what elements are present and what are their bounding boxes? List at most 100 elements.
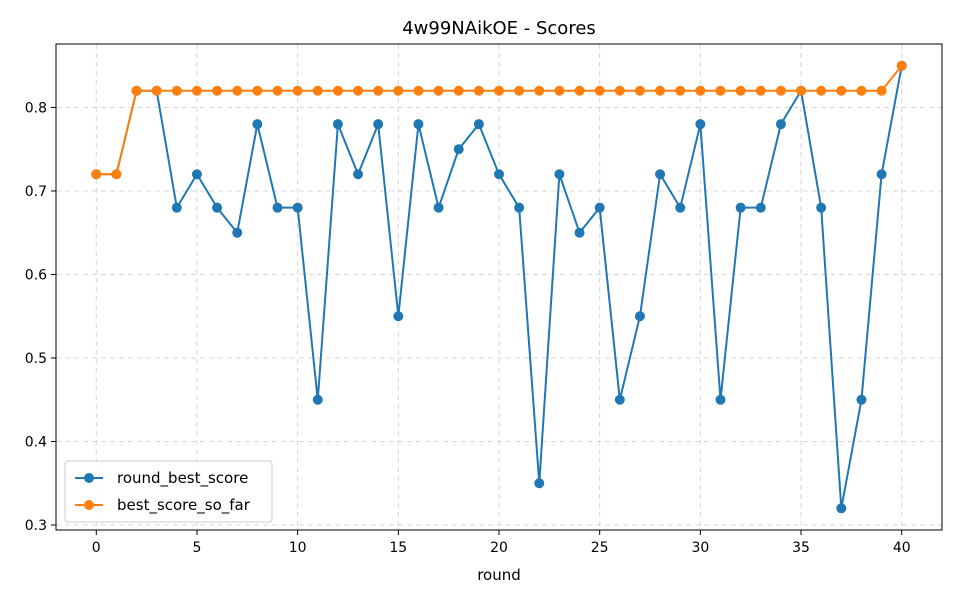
data-point (735, 202, 746, 213)
y-tick-label: 0.6 (25, 267, 47, 283)
data-point (433, 202, 444, 213)
grid-lines (56, 44, 942, 530)
data-point (353, 169, 364, 180)
data-point (856, 85, 867, 96)
legend-marker-round-best-score (84, 473, 94, 483)
y-axis-ticks: 0.3 0.4 0.5 0.6 0.7 0.8 (25, 100, 56, 534)
data-point (514, 85, 525, 96)
series-layer (91, 60, 907, 514)
data-point (212, 202, 223, 213)
data-point (816, 202, 827, 213)
data-point (353, 85, 364, 96)
data-point (876, 85, 887, 96)
legend-box (64, 460, 273, 523)
data-point (775, 85, 786, 96)
legend-label-best-score-so-far: best_score_so_far (117, 496, 251, 515)
data-point (433, 85, 444, 96)
data-point (111, 169, 122, 180)
data-point (594, 85, 605, 96)
data-point (896, 60, 907, 71)
data-point (574, 85, 585, 96)
data-point (775, 119, 786, 130)
data-point (91, 169, 102, 180)
data-point (876, 169, 887, 180)
data-point (232, 85, 243, 96)
data-point (796, 85, 807, 96)
data-point (171, 85, 182, 96)
data-point (614, 85, 625, 96)
data-point (191, 169, 202, 180)
data-point (655, 85, 666, 96)
data-point (272, 202, 283, 213)
x-tick-label: 25 (591, 540, 609, 556)
data-point (332, 85, 343, 96)
data-point (594, 202, 605, 213)
data-point (413, 119, 424, 130)
data-point (473, 119, 484, 130)
x-tick-label: 20 (490, 540, 508, 556)
x-tick-label: 35 (792, 540, 810, 556)
data-point (373, 85, 384, 96)
data-point (332, 119, 343, 130)
data-point (755, 85, 766, 96)
data-point (534, 85, 545, 96)
data-point (292, 202, 303, 213)
data-point (191, 85, 202, 96)
x-tick-label: 30 (691, 540, 709, 556)
data-point (614, 394, 625, 405)
series-best-score-so-far (91, 60, 907, 180)
data-point (232, 227, 243, 238)
data-point (755, 202, 766, 213)
data-point (816, 85, 827, 96)
data-point (715, 394, 726, 405)
y-tick-label: 0.8 (25, 100, 47, 116)
data-point (171, 202, 182, 213)
legend-marker-best-score-so-far (84, 500, 94, 510)
data-point (252, 85, 263, 96)
data-point (373, 119, 384, 130)
chart-title: 4w99NAikOE - Scores (402, 18, 596, 39)
x-tick-label: 0 (92, 540, 101, 556)
data-point (453, 85, 464, 96)
y-tick-label: 0.3 (25, 518, 47, 534)
data-point (634, 85, 645, 96)
data-point (252, 119, 263, 130)
y-tick-label: 0.4 (25, 434, 47, 450)
legend: round_best_score best_score_so_far (64, 460, 273, 523)
data-point (856, 394, 867, 405)
data-point (473, 85, 484, 96)
data-point (836, 85, 847, 96)
data-point (151, 85, 162, 96)
data-point (292, 85, 303, 96)
data-point (735, 85, 746, 96)
data-point (715, 85, 726, 96)
x-axis-ticks: 0 5 10 15 20 25 30 35 40 (92, 530, 911, 556)
data-point (634, 311, 645, 322)
data-point (534, 478, 545, 489)
data-point (131, 85, 142, 96)
x-tick-label: 5 (192, 540, 201, 556)
y-tick-label: 0.7 (25, 184, 47, 200)
data-point (453, 144, 464, 155)
x-axis-label: round (477, 566, 521, 584)
data-point (312, 85, 323, 96)
data-point (494, 85, 504, 96)
data-point (574, 227, 585, 238)
x-tick-label: 40 (893, 540, 911, 556)
data-point (675, 85, 686, 96)
data-point (655, 169, 666, 180)
x-tick-label: 10 (289, 540, 307, 556)
data-point (695, 119, 706, 130)
y-tick-label: 0.5 (25, 351, 47, 367)
data-point (494, 169, 504, 180)
data-point (312, 394, 323, 405)
data-point (393, 311, 404, 322)
data-point (393, 85, 404, 96)
legend-label-round-best-score: round_best_score (117, 469, 248, 488)
data-point (836, 503, 847, 514)
data-point (675, 202, 686, 213)
x-tick-label: 15 (389, 540, 407, 556)
data-point (212, 85, 223, 96)
data-point (413, 85, 424, 96)
